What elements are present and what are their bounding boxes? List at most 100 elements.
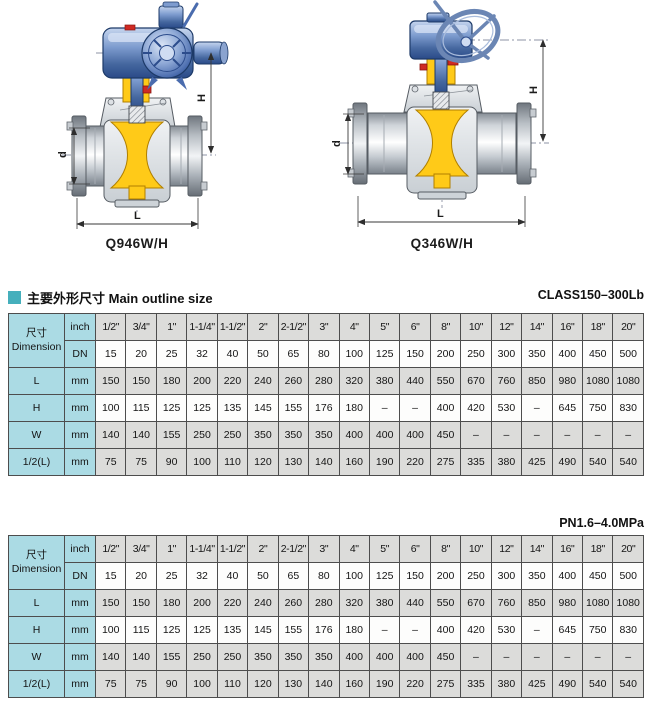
- value-cell: 335: [460, 448, 492, 476]
- handwheel-rim-highlight: [442, 15, 494, 57]
- inch-size-cell: 1-1/4": [186, 313, 218, 341]
- value-cell: –: [581, 421, 614, 449]
- value-cell: 250: [186, 421, 218, 449]
- value-cell: 380: [368, 589, 401, 617]
- value-cell: 400: [338, 643, 370, 671]
- body-bottom-plate: [417, 191, 467, 200]
- value-cell: 425: [521, 670, 553, 698]
- value-cell: 980: [551, 367, 584, 395]
- inch-size-cell: 3/4": [125, 313, 157, 341]
- value-cell: 145: [247, 394, 279, 422]
- value-cell: 135: [216, 616, 249, 644]
- value-cell: 140: [125, 421, 157, 449]
- flange-bolt: [200, 181, 208, 191]
- bonnet-bolt: [411, 85, 419, 93]
- ball: [414, 109, 470, 177]
- value-cell: 350: [308, 421, 340, 449]
- value-cell: –: [581, 643, 614, 671]
- gland-red: [142, 85, 152, 94]
- dimension-table-pn1.6-4.0mpa: 尺寸 Dimension inch 1/2" 3/4" 1" 1-1/4" 1-1/2" 2" 2…: [8, 535, 644, 698]
- value-cell: 400: [429, 394, 462, 422]
- inch-size-cell: 2": [247, 313, 279, 341]
- dn-value-cell: 125: [368, 340, 401, 368]
- table-row: 1/2(L) mm 75 75 90 100 110 120 130 140 160 190 220 27…: [8, 670, 644, 698]
- value-cell: 350: [247, 421, 279, 449]
- gland-red: [419, 63, 428, 71]
- value-cell: 75: [94, 670, 127, 698]
- value-cell: 350: [277, 421, 310, 449]
- dn-value-cell: 100: [338, 562, 370, 590]
- value-cell: 150: [125, 589, 157, 617]
- value-cell: 750: [581, 616, 614, 644]
- value-cell: 400: [338, 421, 370, 449]
- value-cell: 160: [338, 448, 370, 476]
- value-cell: –: [521, 643, 553, 671]
- unit-cell: mm: [64, 367, 96, 395]
- dn-value-cell: 150: [399, 562, 431, 590]
- value-cell: 160: [338, 670, 370, 698]
- trunnion: [128, 185, 146, 200]
- inch-label-cell: inch: [64, 313, 96, 341]
- dn-value-cell: 65: [277, 562, 310, 590]
- value-cell: 670: [460, 589, 492, 617]
- inch-size-cell: 20": [612, 535, 644, 563]
- value-cell: 440: [399, 589, 431, 617]
- dn-label-cell: DN: [64, 340, 96, 368]
- inch-size-cell: 16": [551, 535, 584, 563]
- inch-size-cell: 1": [155, 535, 188, 563]
- value-cell: 200: [186, 589, 218, 617]
- value-cell: 150: [94, 367, 127, 395]
- value-cell: 200: [186, 367, 218, 395]
- value-cell: 380: [368, 367, 401, 395]
- stem-coupling: [128, 105, 146, 124]
- dn-value-cell: 200: [429, 562, 462, 590]
- value-cell: 75: [94, 448, 127, 476]
- value-cell: 450: [429, 643, 462, 671]
- value-cell: –: [368, 616, 401, 644]
- dn-value-cell: 40: [216, 340, 249, 368]
- value-cell: 150: [125, 367, 157, 395]
- value-cell: 140: [308, 670, 340, 698]
- value-cell: –: [490, 421, 523, 449]
- handwheel-hub: [460, 36, 472, 48]
- flange-left: [352, 102, 368, 185]
- value-cell: 115: [125, 616, 157, 644]
- wheel-hub: [159, 45, 175, 61]
- value-cell: 240: [247, 589, 279, 617]
- inch-size-cell: 14": [521, 313, 553, 341]
- value-cell: 110: [216, 448, 249, 476]
- inch-size-cell: 1": [155, 313, 188, 341]
- dn-value-cell: 200: [429, 340, 462, 368]
- dn-value-cell: 300: [490, 562, 523, 590]
- valve-model-caption-q346: Q346W/H: [410, 236, 474, 251]
- bonnet-bolt: [466, 85, 474, 93]
- row-label-cell: H: [8, 616, 65, 644]
- actuator-fin: [176, 77, 187, 90]
- inch-size-cell: 18": [581, 313, 614, 341]
- value-cell: 155: [155, 421, 188, 449]
- valve-drawings: d H L: [57, 0, 549, 229]
- inch-size-cell: 12": [490, 535, 523, 563]
- value-cell: 260: [277, 367, 310, 395]
- value-cell: –: [460, 421, 492, 449]
- value-cell: 275: [429, 448, 462, 476]
- dn-value-cell: 250: [460, 562, 492, 590]
- value-cell: –: [551, 421, 584, 449]
- value-cell: 125: [186, 394, 218, 422]
- value-cell: 125: [155, 616, 188, 644]
- value-cell: 190: [368, 448, 401, 476]
- dn-label-cell: DN: [64, 562, 96, 590]
- value-cell: 176: [308, 616, 340, 644]
- bonnet-bolt: [107, 98, 115, 106]
- dn-value-cell: 500: [612, 562, 644, 590]
- value-cell: 760: [490, 367, 523, 395]
- value-cell: 130: [277, 670, 310, 698]
- value-cell: 240: [247, 367, 279, 395]
- value-cell: 530: [490, 616, 523, 644]
- value-cell: 400: [429, 616, 462, 644]
- section-title-text: 主要外形尺寸 Main outline size: [27, 291, 213, 306]
- table-row-inch: 尺寸 Dimension inch 1/2" 3/4" 1" 1-1/4" 1-1/2" 2" 2…: [8, 313, 644, 368]
- body-bottom-plate: [114, 199, 160, 208]
- row-label-cell: W: [8, 421, 65, 449]
- inch-size-cell: 3": [308, 535, 340, 563]
